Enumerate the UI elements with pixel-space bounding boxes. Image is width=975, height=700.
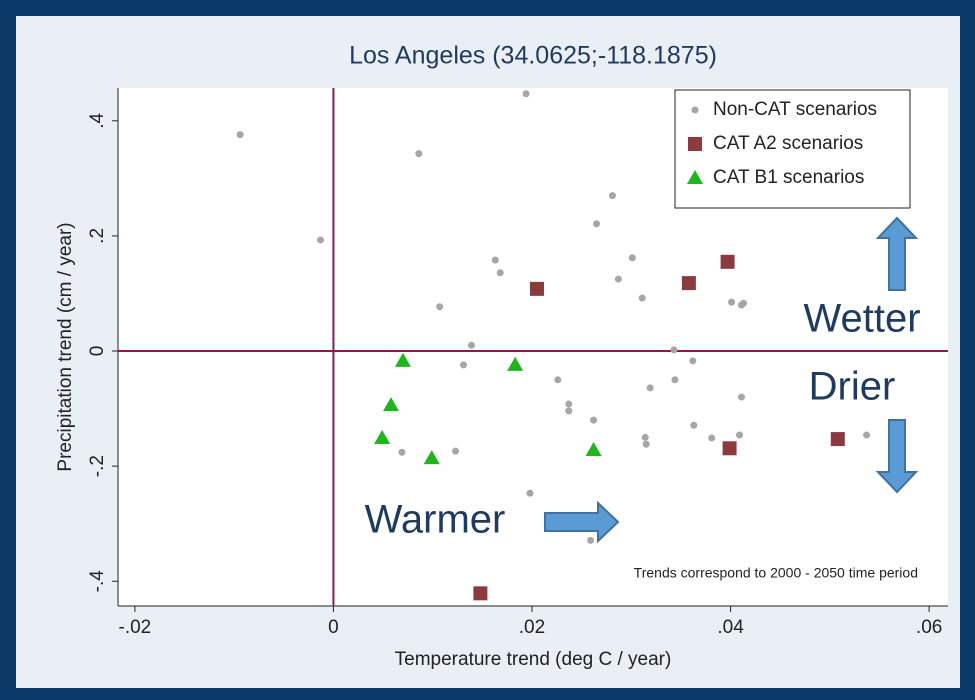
point — [507, 356, 524, 371]
point — [863, 431, 871, 439]
annotation: Drier — [809, 365, 896, 409]
point — [681, 276, 696, 291]
point — [739, 299, 747, 307]
point — [529, 281, 544, 296]
legend-label: CAT A2 scenarios — [713, 133, 863, 154]
legend-swatch — [691, 106, 699, 114]
point — [830, 432, 845, 447]
point — [491, 256, 499, 264]
y-tick-label: .2 — [87, 228, 108, 244]
point — [722, 441, 737, 456]
point — [642, 440, 650, 448]
point — [496, 269, 504, 277]
point — [415, 150, 423, 158]
x-tick-label: .04 — [717, 617, 744, 638]
point — [317, 236, 325, 244]
chart-title: Los Angeles (34.0625;-118.1875) — [349, 42, 717, 70]
x-tick-label: .02 — [519, 617, 545, 638]
right-arrow — [544, 500, 620, 544]
point — [452, 447, 460, 455]
point — [737, 393, 745, 401]
legend-label: Non-CAT scenarios — [713, 99, 877, 120]
point — [467, 341, 475, 349]
point — [565, 407, 573, 415]
y-tick-label: -.4 — [87, 570, 108, 593]
point — [690, 421, 698, 429]
y-axis-title: Precipitation trend (cm / year) — [55, 222, 76, 471]
point — [398, 448, 406, 456]
legend-label: CAT B1 scenarios — [713, 167, 864, 188]
y-tick-label: .4 — [87, 112, 108, 128]
x-tick-label: -.02 — [119, 617, 152, 638]
point — [590, 416, 598, 424]
point — [460, 361, 468, 369]
legend-swatch — [687, 170, 703, 184]
point — [736, 431, 744, 439]
point — [554, 376, 562, 384]
point — [526, 489, 534, 497]
up-arrow — [875, 216, 919, 291]
point — [522, 90, 530, 98]
point — [689, 357, 697, 365]
point — [708, 434, 716, 442]
legend-box — [674, 89, 911, 209]
point — [585, 442, 602, 457]
point — [423, 450, 440, 465]
x-tick-label: 0 — [328, 617, 339, 638]
point — [565, 400, 573, 408]
point — [473, 586, 488, 601]
annotation: Warmer — [365, 498, 506, 542]
point — [646, 384, 654, 392]
down-arrow — [875, 419, 919, 494]
point — [394, 352, 411, 367]
legend-swatch — [688, 137, 702, 151]
point — [587, 536, 595, 544]
y-tick-label: -.2 — [87, 455, 108, 477]
point — [383, 397, 400, 412]
point — [593, 220, 601, 228]
point — [628, 254, 636, 262]
point — [436, 303, 444, 311]
x-tick-label: .06 — [916, 617, 942, 638]
y-tick-label: 0 — [87, 346, 108, 357]
point — [728, 298, 736, 306]
point — [720, 254, 735, 269]
point — [641, 433, 649, 441]
annotation: Trends correspond to 2000 - 2050 time pe… — [634, 565, 918, 581]
point — [608, 192, 616, 200]
point — [236, 131, 244, 139]
point — [670, 346, 678, 354]
annotation: Wetter — [803, 297, 920, 341]
x-axis-title: Temperature trend (deg C / year) — [395, 649, 672, 670]
point — [671, 376, 679, 384]
point — [374, 429, 391, 444]
point — [638, 294, 646, 302]
point — [614, 275, 622, 283]
